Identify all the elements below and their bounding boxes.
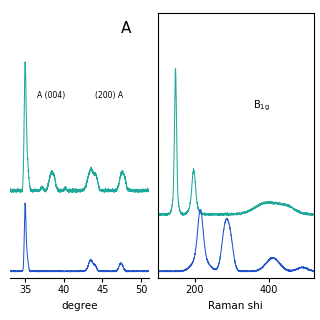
Text: A: A	[121, 21, 131, 36]
X-axis label: Raman shi: Raman shi	[208, 301, 263, 311]
Text: $\mathregular{B_{1g}}$: $\mathregular{B_{1g}}$	[253, 98, 270, 113]
Text: (200) A: (200) A	[94, 91, 123, 100]
Text: A (004): A (004)	[37, 91, 66, 100]
X-axis label: degree: degree	[61, 301, 98, 311]
